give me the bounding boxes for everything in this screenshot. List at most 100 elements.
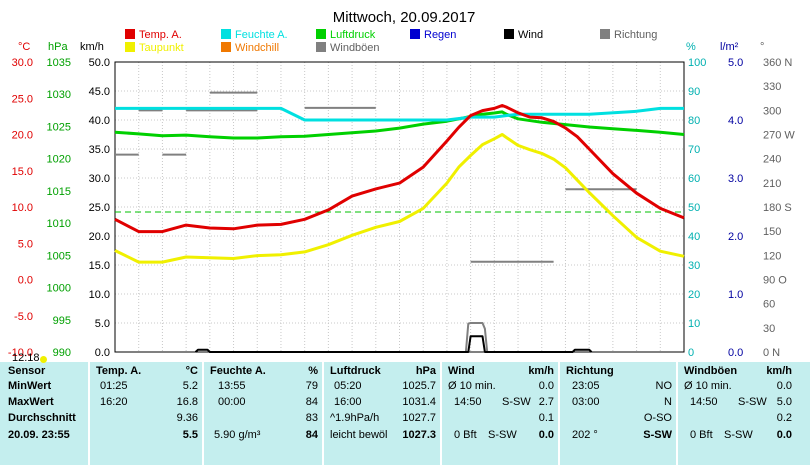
axis-2-tick-10: 0.0 — [95, 347, 110, 359]
pressure-min-time: 05:20 — [334, 380, 362, 392]
pressure-section: Luftdruck hPa 05:20 1025.7 16:00 1031.4 … — [324, 362, 440, 465]
legend-swatch-6 — [410, 29, 420, 39]
humidity-current-value: 84 — [305, 429, 318, 441]
axis-unit-1: hPa — [48, 41, 68, 53]
axis-4-tick-3: 2.0 — [728, 231, 743, 243]
humidity-max-value: 84 — [305, 396, 318, 408]
wind-avg-value: 0.1 — [538, 412, 554, 424]
axis-0-tick-6: 0.0 — [18, 275, 33, 287]
wind-max-value: 2.7 — [538, 396, 554, 408]
axis-4-tick-1: 4.0 — [728, 115, 743, 127]
wind-avg10-value: 0.0 — [538, 380, 554, 392]
direction-current-degrees: 202 ° — [572, 429, 598, 441]
legend-swatch-4 — [316, 29, 326, 39]
pressure-header: Luftdruck — [330, 365, 381, 377]
axis-1-tick-2: 1025 — [47, 121, 71, 133]
legend-swatch-1 — [125, 42, 135, 52]
wind-section: Wind km/h Ø 10 min. 0.0 14:50 S-SW 2.7 0… — [442, 362, 558, 465]
axis-5-tick-7: 150 — [763, 226, 781, 238]
legend-swatch-5 — [316, 42, 326, 52]
series-layer — [114, 91, 685, 353]
axis-2-tick-6: 20.0 — [89, 231, 110, 243]
axis-4-tick-4: 1.0 — [728, 289, 743, 301]
row-label-current: 20.09. 23:55 — [8, 429, 70, 441]
axis-5-tick-2: 300 — [763, 105, 781, 117]
axis-3-tick-8: 20 — [688, 289, 700, 301]
axis-3-tick-2: 80 — [688, 115, 700, 127]
axis-5-tick-0: 360 N — [763, 57, 792, 69]
pressure-forecast: leicht bewöl — [330, 429, 388, 441]
humidity-max-time: 00:00 — [218, 396, 246, 408]
axis-4-tick-2: 3.0 — [728, 173, 743, 185]
legend-label-3: Windchill — [235, 42, 279, 54]
wind-max-time: 14:50 — [454, 396, 482, 408]
axis-3-tick-0: 100 — [688, 57, 706, 69]
series-temp-a — [114, 104, 685, 234]
wind-max-dir: S-SW — [502, 396, 531, 408]
axis-5-tick-5: 210 — [763, 178, 781, 190]
axis-3-tick-10: 0 — [688, 347, 694, 359]
wind-current-dir: S-SW — [488, 429, 517, 441]
axis-0-tick-8: -10.0 — [8, 347, 33, 359]
axis-5-tick-8: 120 — [763, 250, 781, 262]
row-label-max: MaxWert — [8, 396, 54, 408]
temp-current-value: 5.5 — [182, 429, 198, 441]
gusts-current-dir: S-SW — [724, 429, 753, 441]
statistics-panel: 12:18 Sensor MinWert MaxWert Durchschnit… — [0, 352, 810, 465]
legend-swatch-8 — [600, 29, 610, 39]
row-label-min: MinWert — [8, 380, 52, 392]
wind-current-bft: 0 Bft — [454, 429, 477, 441]
gusts-current-value: 0.0 — [776, 429, 792, 441]
gusts-current-bft: 0 Bft — [690, 429, 713, 441]
gusts-max-value: 5.0 — [776, 396, 792, 408]
axis-0-tick-3: 15.0 — [12, 166, 33, 178]
gusts-avg10-value: 0.0 — [776, 380, 792, 392]
pressure-current-value: 1027.3 — [402, 429, 436, 441]
axis-0-tick-2: 20.0 — [12, 130, 33, 142]
axis-3-tick-5: 50 — [688, 202, 700, 214]
axis-1-tick-4: 1015 — [47, 186, 71, 198]
direction-section: Richtung 23:05 NO 03:00 N O-SO 202 ° S-S… — [560, 362, 676, 465]
direction-avg-value: O-SO — [643, 412, 672, 424]
axis-2-tick-5: 25.0 — [89, 202, 110, 214]
series-wind — [194, 335, 593, 353]
wind-unit: km/h — [528, 365, 554, 377]
series-luftdruck — [114, 110, 685, 140]
axis-1-tick-8: 995 — [53, 315, 71, 327]
temp-header: Temp. A. — [96, 365, 142, 377]
pressure-trend: ^1.9hPa/h — [330, 412, 380, 424]
axis-unit-4: l/m² — [720, 41, 739, 53]
axis-2-tick-1: 45.0 — [89, 86, 110, 98]
humidity-unit: % — [308, 365, 318, 377]
legend-swatch-2 — [221, 29, 231, 39]
chart-title: Mittwoch, 20.09.2017 — [333, 9, 476, 26]
pressure-max-time: 16:00 — [334, 396, 362, 408]
wind-header: Wind — [448, 365, 475, 377]
legend-label-4: Luftdruck — [330, 29, 376, 41]
axis-2-tick-3: 35.0 — [89, 144, 110, 156]
sun-indicator — [40, 356, 47, 363]
axis-units: °C hPa km/h% l/m² ° — [18, 41, 764, 53]
temp-avg-value: 9.36 — [176, 412, 198, 424]
legend-swatch-3 — [221, 42, 231, 52]
legend-swatch-0 — [125, 29, 135, 39]
direction-header: Richtung — [566, 365, 614, 377]
legend-label-7: Wind — [518, 29, 543, 41]
gusts-avg-value: 0.2 — [776, 412, 792, 424]
gusts-section: Windböen km/h Ø 10 min. 0.0 14:50 S-SW 5… — [678, 362, 796, 465]
axis-5-tick-10: 60 — [763, 299, 775, 311]
axis-3-tick-1: 90 — [688, 86, 700, 98]
humidity-header: Feuchte A. — [210, 365, 266, 377]
pressure-unit: hPa — [415, 365, 436, 377]
pressure-avg-value: 1027.7 — [402, 412, 436, 424]
legend-label-8: Richtung — [614, 29, 657, 41]
gusts-header: Windböen — [684, 365, 738, 377]
axis-1-tick-0: 1035 — [47, 57, 71, 69]
weather-chart: Mittwoch, 20.09.2017 Temp. A.Taupunkt Feu… — [8, 9, 795, 359]
series-windb-en — [464, 322, 489, 353]
axis-4-tick-5: 0.0 — [728, 347, 743, 359]
current-time-label: 12:18 — [12, 352, 40, 364]
humidity-section: Feuchte A. % 13:55 79 00:00 84 83 5.90 g… — [204, 362, 322, 465]
axis-0-tick-0: 30.0 — [12, 57, 33, 69]
axis-5-tick-9: 90 O — [763, 275, 787, 287]
